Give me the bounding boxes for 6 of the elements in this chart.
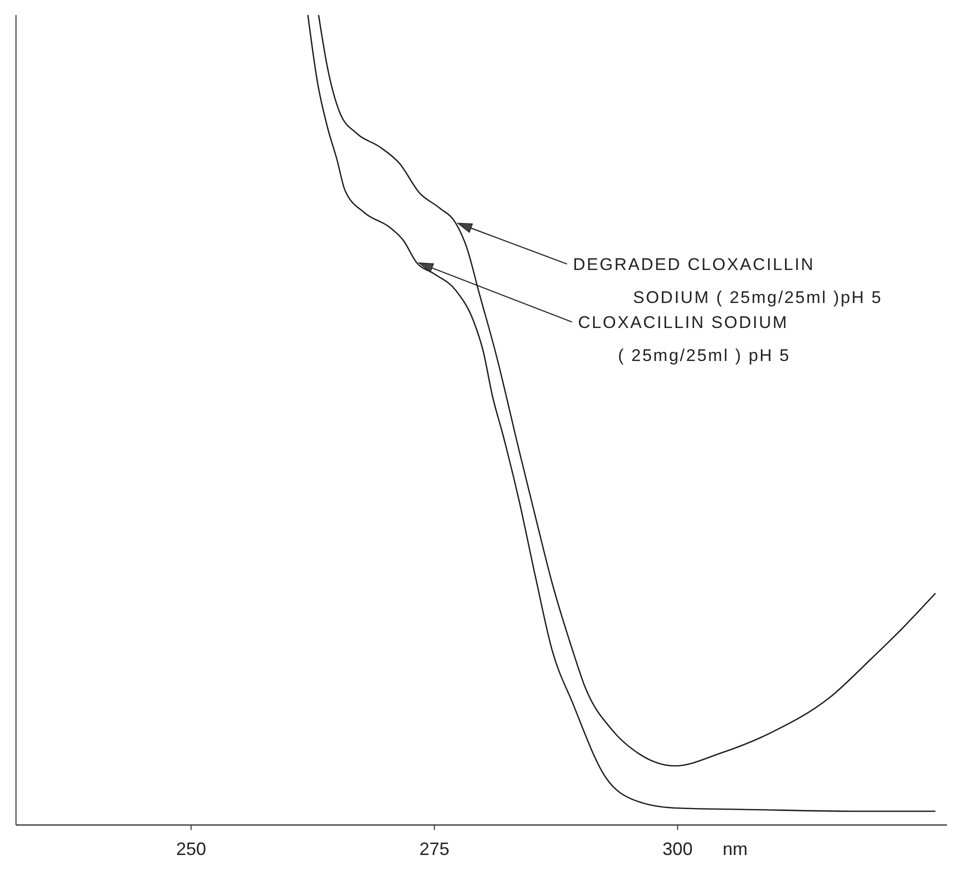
x-tick-label: 275 [419,839,450,859]
x-tick-label: 300 [662,839,693,859]
annotation: DEGRADED CLOXACILLIN SODIUM ( 25mg/25ml )pH 5 [573,255,882,307]
annotation: CLOXACILLIN SODIUM ( 25mg/25ml ) pH 5 [578,313,790,365]
x-tick-label: 250 [176,839,206,859]
x-axis-title: nm [722,839,748,859]
